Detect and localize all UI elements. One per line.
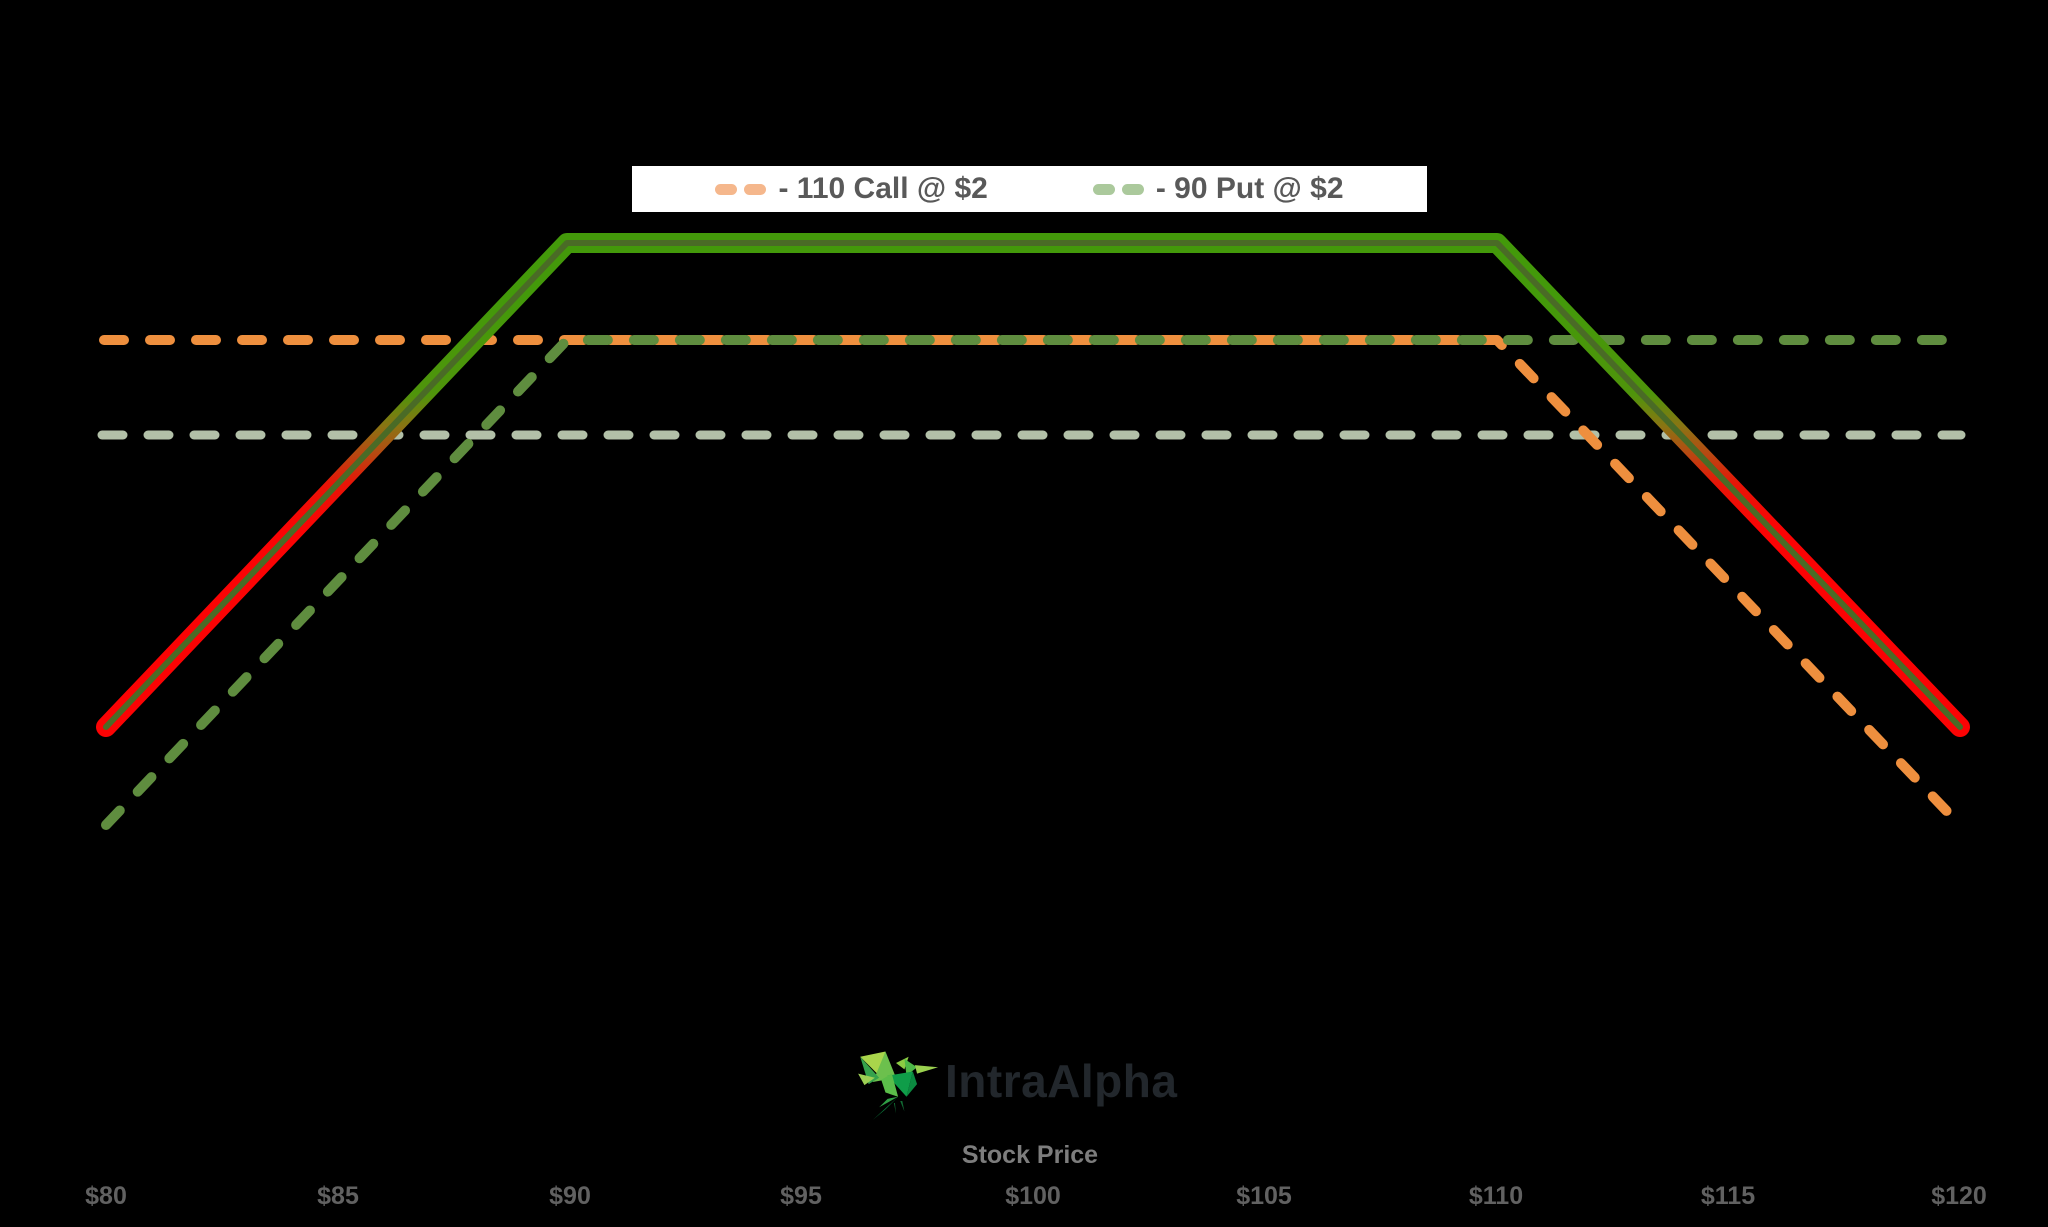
x-tick-95: $95	[780, 1182, 822, 1210]
x-tick-120: $120	[1931, 1182, 1987, 1210]
combined-payoff-core-line	[103, 240, 1963, 730]
x-axis-title: Stock Price	[961, 1141, 1099, 1169]
short-call-payoff-line	[99, 335, 1965, 830]
x-tick-100: $100	[1005, 1182, 1061, 1210]
legend-entry-call: - 110 Call @ $2	[715, 172, 988, 206]
hummingbird-icon	[858, 1051, 939, 1120]
x-tick-80: $80	[85, 1182, 127, 1210]
legend-label-put: - 90 Put @ $2	[1155, 172, 1344, 205]
legend-label-call: - 110 Call @ $2	[778, 172, 988, 205]
x-tick-115: $115	[1700, 1182, 1756, 1210]
brand-logo-text: IntraAlpha	[945, 1055, 1178, 1107]
x-tick-85: $85	[317, 1182, 359, 1210]
x-tick-105: $105	[1236, 1182, 1292, 1210]
x-tick-110: $110	[1468, 1182, 1524, 1210]
x-tick-90: $90	[549, 1182, 591, 1210]
chart-legend: - 110 Call @ $2 - 90 Put @ $2	[632, 166, 1427, 212]
put-dash-swatch-icon	[1092, 183, 1144, 195]
combined-payoff-line	[96, 233, 1970, 737]
short-put-payoff-line	[101, 335, 1966, 830]
legend-entry-put: - 90 Put @ $2	[1092, 172, 1344, 206]
call-dash-swatch-icon	[715, 183, 767, 195]
